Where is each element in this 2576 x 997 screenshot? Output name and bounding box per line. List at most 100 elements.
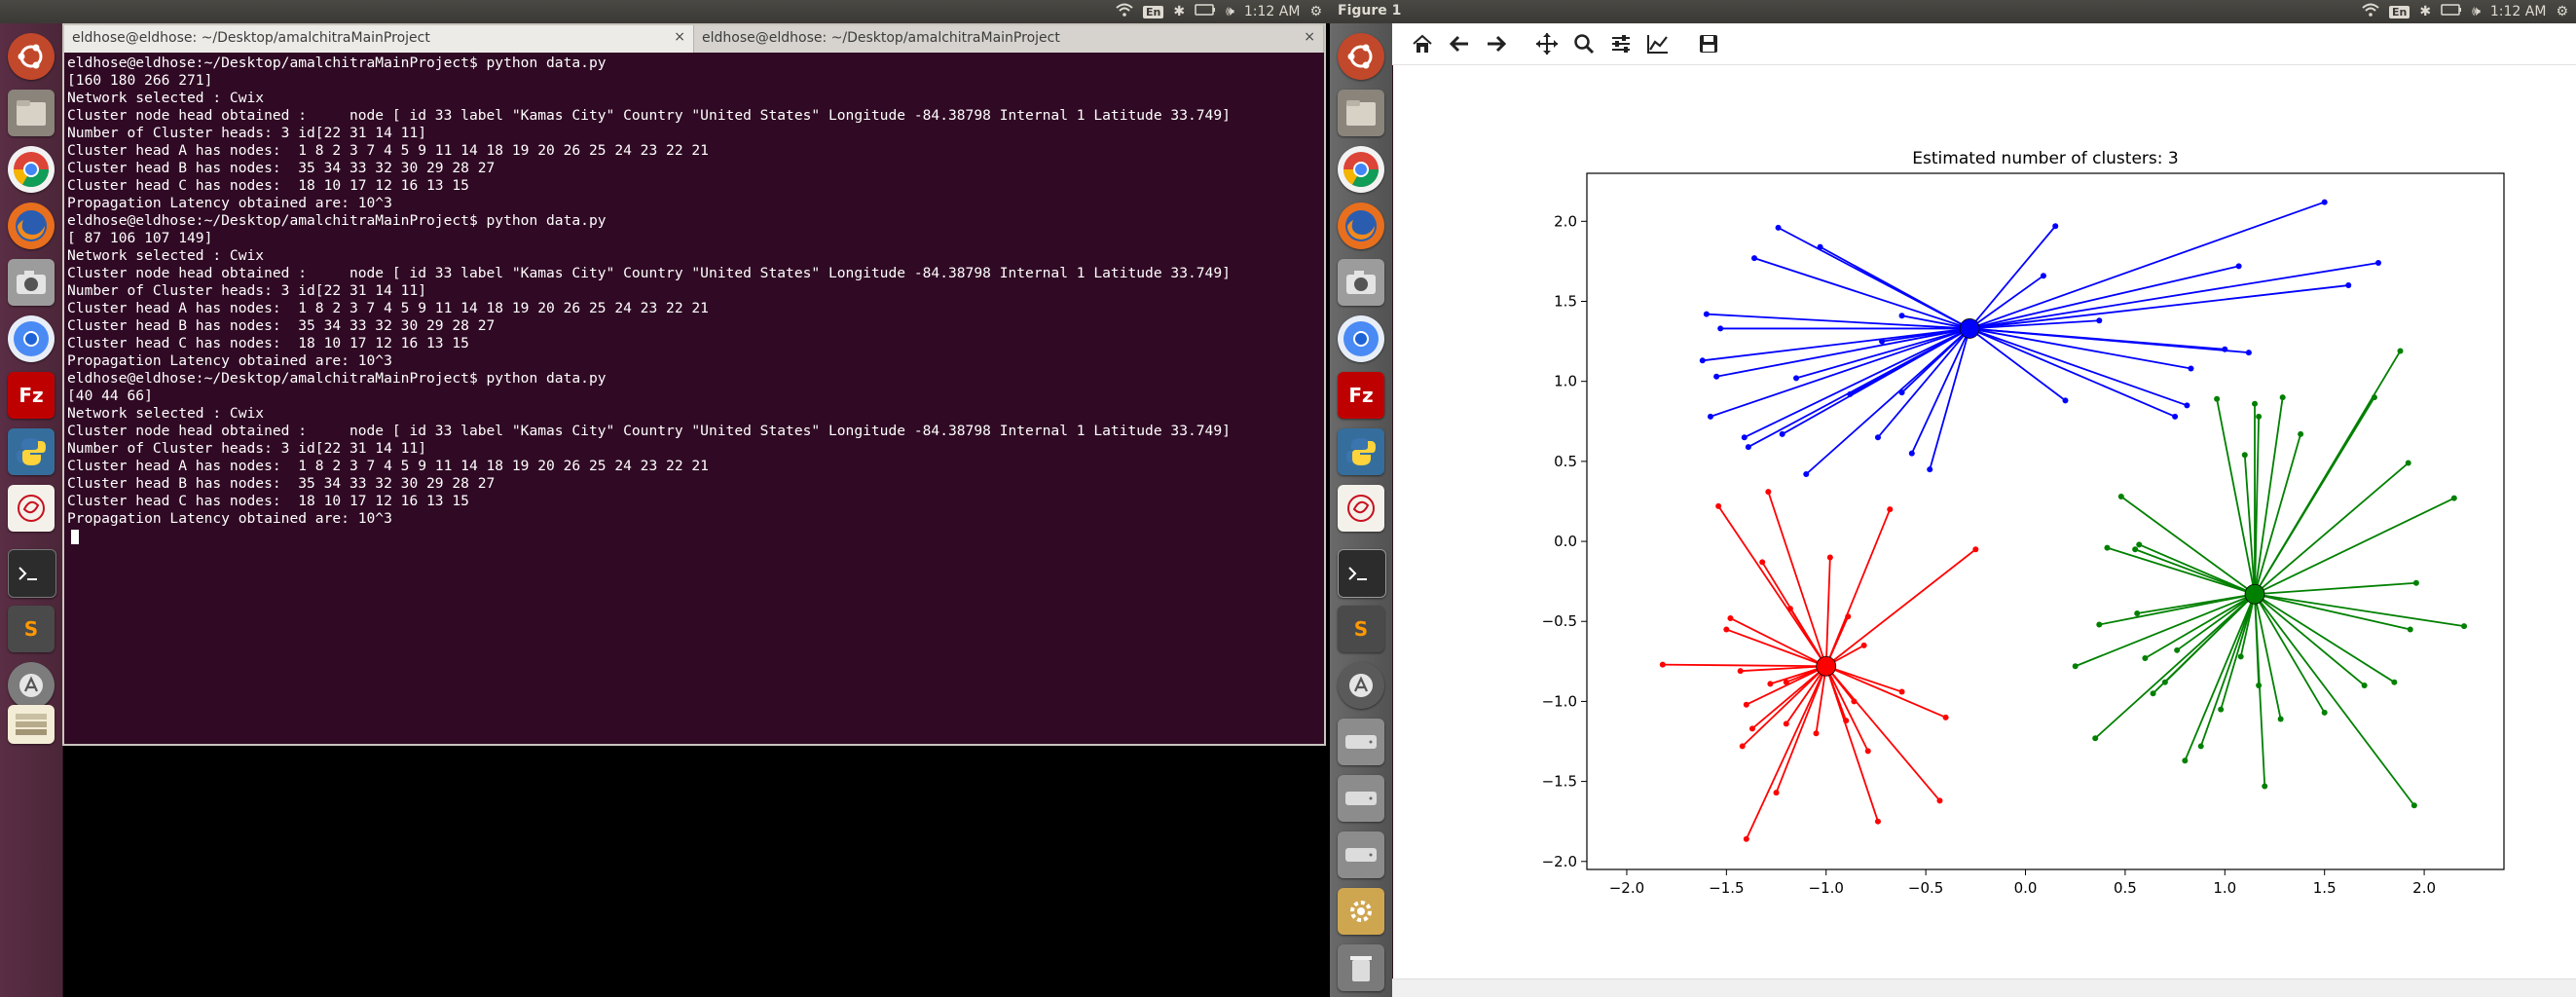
cluster-link	[1881, 327, 1970, 343]
software-updater-icon[interactable]	[8, 662, 55, 709]
data-point	[1703, 311, 1710, 317]
data-point	[1783, 720, 1789, 727]
data-point	[1879, 338, 1886, 345]
bluetooth-icon[interactable]: ✱	[1173, 4, 1186, 19]
cluster-link	[1785, 665, 1827, 724]
python-icon[interactable]	[1338, 428, 1384, 475]
ubuntu-dash-icon[interactable]	[1338, 33, 1384, 80]
drive-icon-1[interactable]	[1338, 719, 1384, 765]
python-icon[interactable]	[8, 428, 55, 475]
axes-frame	[1586, 172, 2505, 870]
home-icon[interactable]	[1410, 31, 1435, 56]
forward-arrow-icon[interactable]	[1484, 31, 1509, 56]
data-point	[2391, 679, 2398, 685]
close-tab-icon[interactable]: ×	[674, 29, 685, 45]
figure-canvas[interactable]: −2.0 −1.5 −1.0 −0.5 0.0 0.5 1.0 1.5 2.0 −2.0 −1.5 −…	[1392, 64, 2576, 979]
camera-icon[interactable]	[8, 259, 55, 306]
cluster-link	[1825, 665, 1902, 693]
data-point	[1775, 224, 1782, 231]
ubuntu-dash-icon[interactable]	[8, 33, 55, 80]
file-manager-icon[interactable]	[1338, 90, 1384, 136]
volume-icon[interactable]: 🕪	[2472, 4, 2481, 19]
clock[interactable]: 1:12 AM	[2489, 4, 2547, 19]
data-point	[1783, 679, 1789, 685]
settings-icon[interactable]	[1338, 888, 1384, 935]
cluster-link	[1929, 328, 1971, 470]
cluster-link	[1900, 327, 1970, 393]
data-point	[2279, 394, 2286, 401]
gear-icon[interactable]: ⚙	[1309, 4, 1322, 19]
zoom-icon[interactable]	[1571, 31, 1597, 56]
battery-icon[interactable]	[1195, 4, 1216, 19]
y-tick-label: −2.0	[1542, 853, 1577, 870]
terminal-line: Number of Cluster heads: 3 id[22 31 14 1…	[67, 440, 427, 457]
data-point	[2361, 682, 2368, 688]
terminal-output[interactable]: eldhose@eldhose:~/Desktop/amalchitraMain…	[67, 55, 1324, 744]
x-tick-label: −0.5	[1908, 879, 1943, 897]
cluster-link	[2254, 433, 2301, 595]
filezilla-icon[interactable]: Fz	[8, 372, 55, 419]
chromium-icon[interactable]	[1338, 315, 1384, 362]
cluster-link	[1726, 628, 1827, 668]
close-tab-icon[interactable]: ×	[1304, 29, 1315, 45]
data-point	[1751, 255, 1758, 262]
data-point	[2298, 430, 2304, 437]
text-editor-icon[interactable]	[1338, 485, 1384, 532]
volume-icon[interactable]: 🕪	[1226, 4, 1234, 19]
terminal-icon[interactable]	[1338, 549, 1386, 598]
gear-icon[interactable]: ⚙	[2556, 4, 2568, 19]
drive-icon-2[interactable]	[1338, 775, 1384, 822]
keyboard-layout-indicator[interactable]: En	[2388, 5, 2410, 18]
chrome-icon[interactable]	[8, 146, 55, 193]
drive-icon-3[interactable]	[1338, 831, 1384, 878]
data-point	[2174, 646, 2181, 653]
cluster-link	[1825, 548, 1976, 667]
data-point	[2235, 263, 2242, 270]
text-editor-icon[interactable]	[8, 485, 55, 532]
cluster-link	[1910, 328, 1970, 455]
battery-icon[interactable]	[2441, 4, 2462, 19]
terminal-line: Cluster node head obtained : node [ id 3…	[67, 423, 1231, 439]
window-title: Figure 1	[1338, 3, 1402, 18]
data-point	[2134, 610, 2141, 617]
wifi-icon[interactable]	[1116, 3, 1133, 20]
firefox-icon[interactable]	[8, 203, 55, 249]
chrome-icon[interactable]	[1338, 146, 1384, 193]
stack-icon[interactable]	[8, 705, 55, 744]
sublime-text-icon[interactable]: S	[1338, 606, 1384, 652]
software-updater-icon[interactable]	[1338, 662, 1384, 709]
sublime-text-icon[interactable]: S	[8, 606, 55, 652]
firefox-icon[interactable]	[1338, 203, 1384, 249]
camera-icon[interactable]	[1338, 259, 1384, 306]
back-arrow-icon[interactable]	[1447, 31, 1472, 56]
wifi-icon[interactable]	[2362, 3, 2379, 20]
data-point	[1713, 373, 1720, 380]
terminal-line: [160 180 266 271]	[67, 72, 213, 89]
cluster-link	[1969, 327, 2067, 402]
trash-icon[interactable]	[1338, 944, 1384, 991]
terminal-tab-2[interactable]: eldhose@eldhose: ~/Desktop/amalchitraMai…	[694, 25, 1324, 53]
clock[interactable]: 1:12 AM	[1243, 4, 1301, 19]
left-screen: En ✱ 🕪 1:12 AM ⚙ Fz	[0, 0, 1330, 997]
keyboard-layout-indicator[interactable]: En	[1142, 5, 1164, 18]
data-point	[1745, 444, 1751, 451]
terminal-window[interactable]: eldhose@eldhose: ~/Desktop/amalchitraMai…	[62, 23, 1326, 746]
cluster-scatter-chart[interactable]: −2.0 −1.5 −1.0 −0.5 0.0 0.5 1.0 1.5 2.0 −2.0 −1.5 −…	[1392, 64, 2576, 979]
data-point	[1743, 835, 1749, 842]
cluster-link	[2176, 593, 2256, 651]
bluetooth-icon[interactable]: ✱	[2419, 4, 2432, 19]
subplots-config-icon[interactable]	[1608, 31, 1634, 56]
file-manager-icon[interactable]	[8, 90, 55, 136]
pan-icon[interactable]	[1534, 31, 1560, 56]
terminal-icon[interactable]	[8, 549, 56, 598]
cluster-link	[1849, 327, 1970, 395]
chromium-icon[interactable]	[8, 315, 55, 362]
cluster-link	[1824, 665, 1869, 752]
x-tick-label: 0.0	[2014, 879, 2038, 897]
filezilla-icon[interactable]: Fz	[1338, 372, 1384, 419]
cluster-link	[1815, 666, 1827, 734]
save-icon[interactable]	[1696, 31, 1721, 56]
edit-axis-icon[interactable]	[1645, 31, 1671, 56]
terminal-tab-1[interactable]: eldhose@eldhose: ~/Desktop/amalchitraMai…	[64, 25, 694, 53]
data-point	[2345, 282, 2352, 289]
